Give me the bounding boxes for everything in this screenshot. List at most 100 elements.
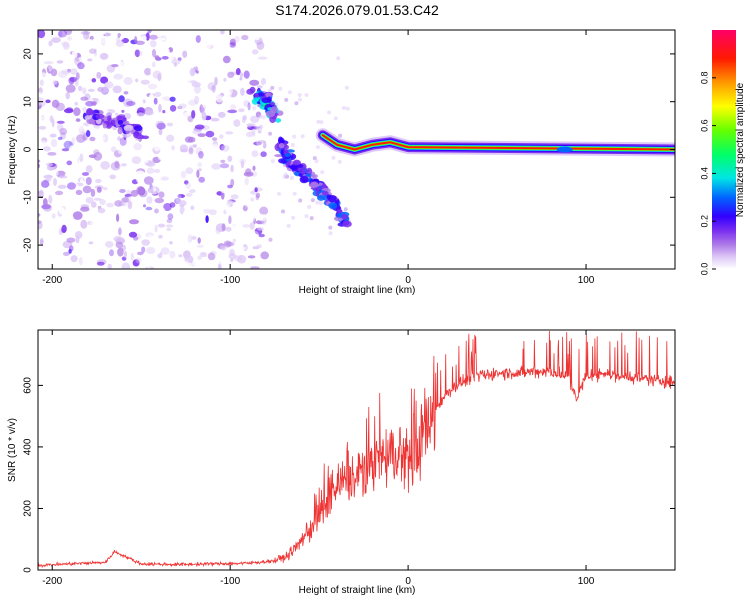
spectrogram-blob <box>95 178 102 184</box>
spectrogram-blob <box>82 185 92 194</box>
spectrogram-blob <box>134 49 141 58</box>
spectrogram-blob <box>39 214 45 221</box>
spectrogram-blob <box>227 30 232 35</box>
spectrogram-blob <box>93 151 103 161</box>
spectrogram-blob <box>176 161 181 170</box>
spectrogram-blob <box>88 154 97 158</box>
spectrogram-blob <box>198 176 205 183</box>
spectrogram-blob <box>232 125 236 135</box>
spectrogram-blob <box>297 97 302 102</box>
spectrogram-blob <box>85 157 93 164</box>
spectrogram-blob <box>238 246 246 251</box>
spectrogram-blob <box>162 218 168 223</box>
spectrogram-blob <box>183 210 187 218</box>
spectrogram-blob <box>174 193 179 199</box>
spectrogram-blob <box>187 136 196 143</box>
spectrogram-blob <box>50 139 58 147</box>
spectrogram-blob <box>223 240 232 248</box>
spectrogram-blob <box>317 194 325 201</box>
spectrogram-blob <box>51 37 61 43</box>
spectrogram-blob <box>65 84 76 93</box>
spectrogram-blob <box>309 216 314 221</box>
spectrogram-blob <box>114 160 120 169</box>
spectrogram-blob <box>95 114 105 119</box>
spectrogram-blob <box>185 182 191 189</box>
spectrogram-blob <box>86 211 96 219</box>
spectrogram-blob <box>60 154 67 161</box>
spectrogram-blob <box>251 231 260 240</box>
spectrogram-blob <box>45 227 50 234</box>
spectrogram-blob <box>91 101 97 106</box>
spectrogram-blob <box>63 251 70 256</box>
spectrogram-blob <box>158 191 165 198</box>
spectrogram-blob <box>256 162 263 167</box>
spectrogram-blob <box>180 248 185 252</box>
spectrogram-blob <box>43 174 53 179</box>
spectrogram-blob <box>161 65 166 70</box>
spectrogram-blob <box>208 33 217 37</box>
spectrogram-blob <box>26 215 33 222</box>
spectrogram-blob <box>39 237 44 246</box>
spectrogram-blob <box>225 131 234 135</box>
spectrogram-blob <box>247 102 251 111</box>
spectrogram-blob <box>299 175 309 184</box>
spectrogram-ytick-label: 0 <box>23 146 34 152</box>
spectrogram-blob <box>97 207 106 214</box>
spectrogram-blob <box>133 131 139 138</box>
spectrogram-blob <box>103 96 111 103</box>
spectrogram-blob <box>38 125 47 130</box>
spectrogram-blob <box>310 198 315 203</box>
spectrogram-blob <box>128 231 138 238</box>
spectrogram-blob <box>62 114 72 124</box>
spectrogram-blob <box>198 151 204 159</box>
spectrogram-blob <box>17 69 25 76</box>
spectrogram-blob <box>155 248 161 255</box>
spectrogram-blob <box>26 157 35 162</box>
spectrogram-blob <box>124 155 129 164</box>
spectrogram-blob <box>223 209 227 215</box>
spectrogram-blob <box>25 35 30 40</box>
spectrogram-blob <box>210 194 216 202</box>
spectrogram-blob <box>51 52 60 62</box>
spectrogram-blob <box>337 159 342 164</box>
spectrogram-blob <box>127 241 133 246</box>
spectrogram-blob <box>38 116 45 120</box>
spectrogram-blob <box>123 76 133 85</box>
spectrogram-blob <box>144 210 151 213</box>
spectrogram-blob <box>225 241 235 247</box>
spectrogram-blob <box>113 236 123 242</box>
spectrogram-blob <box>286 223 291 228</box>
spectrogram-blob <box>207 82 216 91</box>
spectrogram-blob <box>245 131 256 138</box>
spectrogram-blob <box>67 182 76 190</box>
colorbar-tick-label: 0.0 <box>699 263 709 276</box>
spectrogram-blob <box>203 208 211 214</box>
spectrogram-blob <box>178 77 188 84</box>
spectrogram-blob <box>182 182 191 191</box>
snr-ytick-label: 400 <box>23 438 34 455</box>
spectrogram-blob <box>191 236 197 240</box>
spectrogram-blob <box>294 101 299 106</box>
spectrogram-blob <box>240 160 245 169</box>
spectrogram-blob <box>213 42 220 51</box>
spectrogram-blob <box>90 188 96 197</box>
spectrogram-blob <box>191 110 196 119</box>
spectrogram-blob <box>143 176 154 185</box>
spectrogram-xtick-label: 100 <box>578 275 595 286</box>
spectrogram-blob <box>87 220 94 226</box>
spectrogram-blob <box>133 142 143 151</box>
spectrogram-blob <box>96 261 105 266</box>
spectrogram-blob <box>158 128 163 136</box>
spectrogram-blob <box>115 40 125 47</box>
spectrogram-blob <box>146 161 156 167</box>
spectrogram-blob <box>155 139 165 145</box>
spectrogram-blob <box>175 97 180 105</box>
spectrogram-blob <box>306 167 313 176</box>
spectrogram-blob <box>165 41 169 48</box>
colorbar-tick-label: 0.8 <box>699 72 709 85</box>
spectrogram-blob <box>230 104 237 111</box>
spectrogram-blob <box>197 255 202 260</box>
spectrogram-blob <box>160 247 170 255</box>
spectrogram-blob <box>38 220 42 224</box>
spectrogram-blob <box>252 174 259 183</box>
